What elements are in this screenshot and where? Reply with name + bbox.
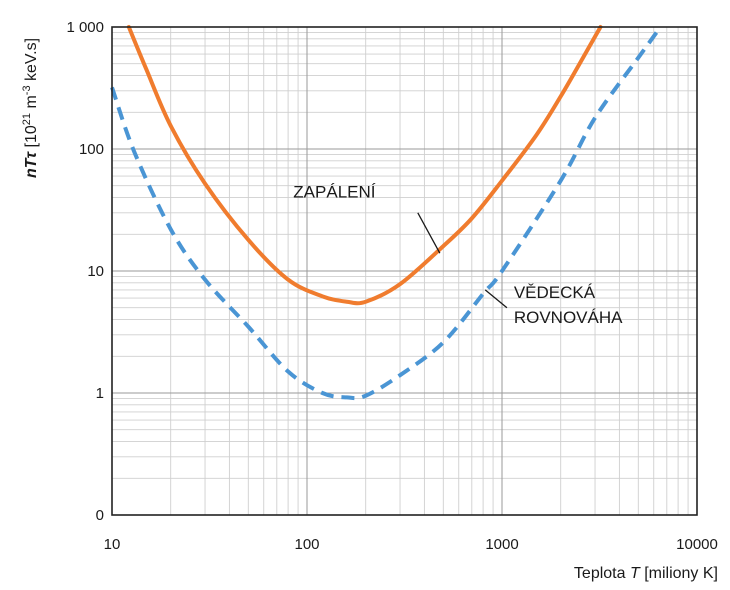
annotation-leader-vedecka-rovnovaha xyxy=(484,289,508,309)
x-tick-label: 100 xyxy=(294,536,319,553)
annotation-label-vedecka-rovnovaha: ROVNOVÁHA xyxy=(514,308,623,327)
y-axis-title-var: nTτ xyxy=(23,150,40,178)
annotation-leader-zapaleni xyxy=(417,212,441,254)
series-line-zapaleni xyxy=(126,25,603,306)
y-axis-title-sup2: -3 xyxy=(21,85,33,95)
y-axis-title-mid: m xyxy=(23,95,40,113)
y-axis-tick-labels: 0 1 10 100 1 000 xyxy=(66,19,104,524)
y-axis-title: nTτ [1021 m-3 keV.s] xyxy=(21,38,40,178)
y-tick-label: 1 000 xyxy=(66,19,104,36)
x-tick-label: 1000 xyxy=(485,536,518,553)
plot-frame xyxy=(111,26,698,516)
x-axis-title: Teplota T [miliony K] xyxy=(574,565,718,582)
y-tick-label: 100 xyxy=(79,141,104,158)
annotation-layer: ZAPÁLENÍ VĚDECKÁ ROVNOVÁHA xyxy=(293,183,623,328)
x-tick-label: 10000 xyxy=(676,536,718,553)
y-tick-label: 10 xyxy=(87,263,104,280)
annotation-label-vedecka-rovnovaha: VĚDECKÁ xyxy=(514,283,596,302)
series-layer xyxy=(110,25,663,401)
x-axis-tick-labels: 10 100 1000 10000 xyxy=(104,536,718,553)
series-line-vedecka-rovnovaha xyxy=(110,25,663,401)
y-tick-label: 0 xyxy=(96,507,104,524)
y-axis-title-pre: [10 xyxy=(23,125,40,147)
x-tick-label: 10 xyxy=(104,536,121,553)
x-axis-title-unit: [miliony K] xyxy=(640,565,718,582)
x-axis-title-var: T xyxy=(630,565,641,582)
y-tick-label: 1 xyxy=(96,385,104,402)
x-axis-title-main: Teplota xyxy=(574,565,630,582)
y-axis-title-post: keV.s] xyxy=(23,38,40,85)
y-axis-title-sup1: 21 xyxy=(21,113,33,125)
annotation-label-zapaleni: ZAPÁLENÍ xyxy=(293,183,375,202)
